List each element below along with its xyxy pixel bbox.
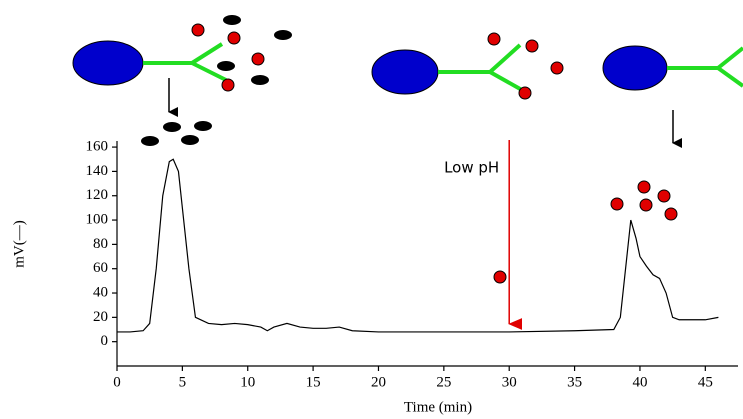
y-tick-label: 0: [101, 333, 109, 349]
y-tick-label: 160: [86, 139, 109, 155]
y-tick-label: 60: [93, 260, 108, 276]
y-tick-label: 20: [93, 309, 108, 325]
x-tick-label: 5: [179, 374, 187, 390]
x-tick-label: 20: [371, 374, 386, 390]
x-tick-label: 25: [436, 374, 451, 390]
x-tick-label: 40: [632, 374, 647, 390]
x-tick-label: 15: [306, 374, 321, 390]
x-tick-label: 35: [567, 374, 582, 390]
x-tick-label: 0: [113, 374, 121, 390]
x-tick-label: 45: [698, 374, 713, 390]
x-tick-label: 10: [240, 374, 255, 390]
y-tick-label: 120: [86, 187, 109, 203]
y-tick-label: 80: [93, 236, 108, 252]
illustration: [72, 15, 743, 284]
y-tick-label: 40: [93, 284, 108, 300]
data-line: [117, 158, 719, 333]
y-axis-label: mV(—): [11, 220, 27, 268]
y-tick-label: 140: [86, 163, 109, 179]
annotation: Low pH: [444, 159, 499, 177]
x-axis-label: Time (min): [404, 399, 472, 415]
y-tick-label: 100: [86, 211, 109, 227]
x-tick-label: 30: [502, 374, 517, 390]
